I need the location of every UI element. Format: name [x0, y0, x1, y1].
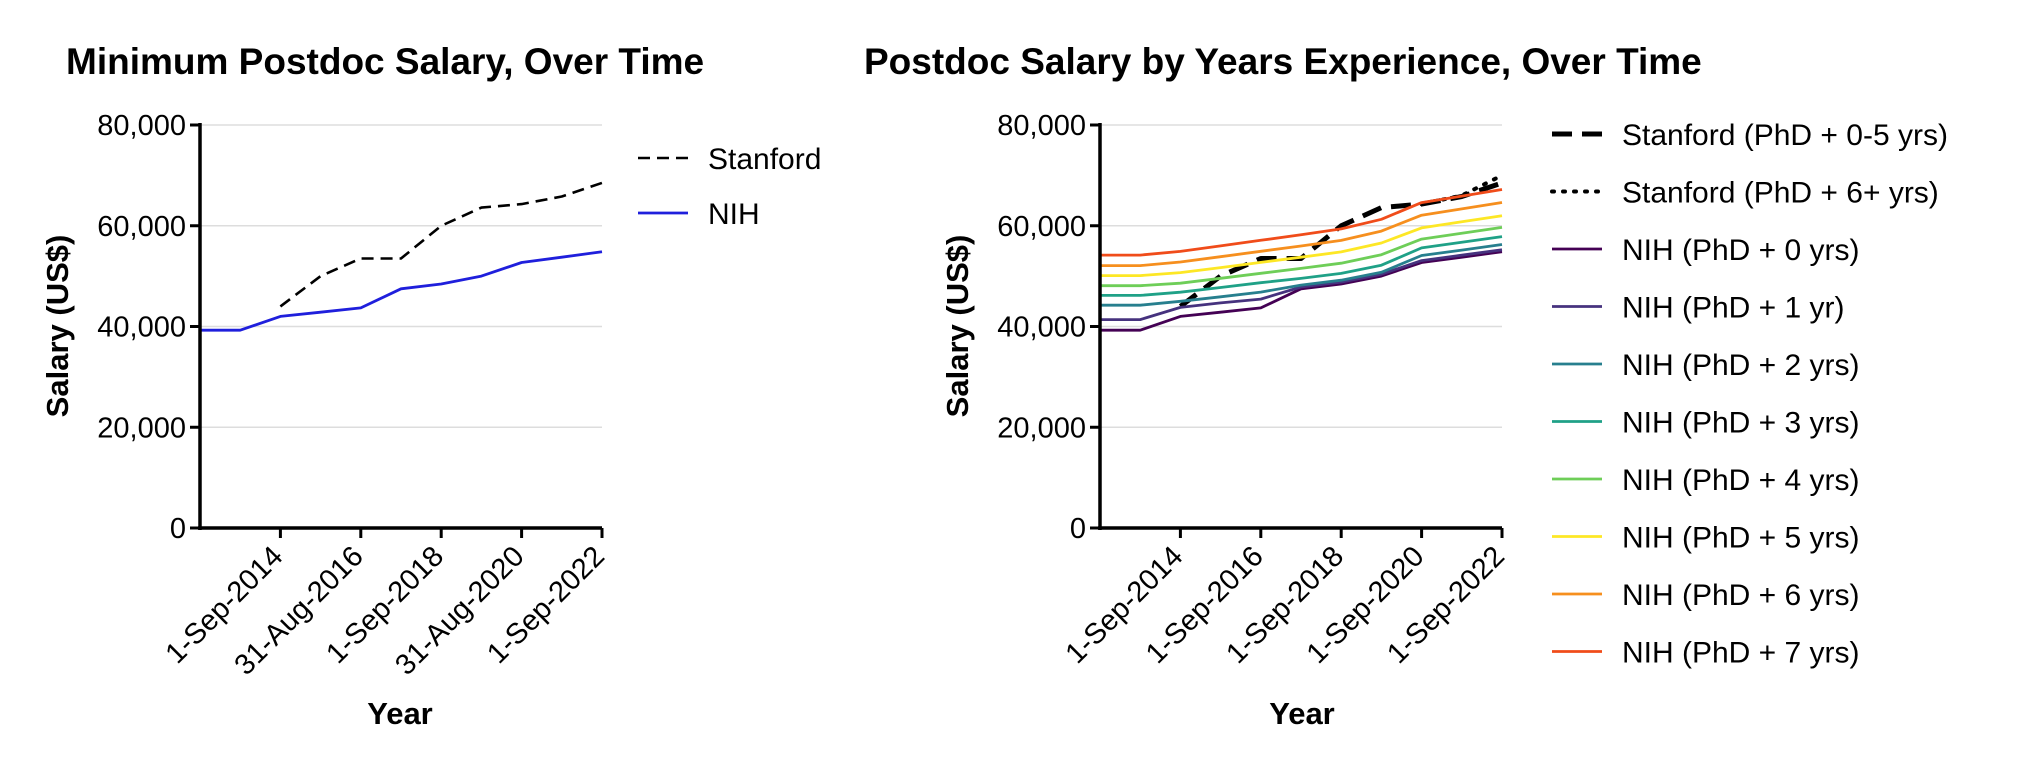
chart1-ylabel: Salary (US$)	[40, 235, 75, 418]
chart2-ytick-label: 60,000	[997, 211, 1086, 243]
chart1-ytick-label: 80,000	[97, 110, 186, 142]
chart2-legend-label-4: NIH (PhD + 2 yrs)	[1622, 349, 1860, 382]
chart1-ytick-label: 20,000	[97, 412, 186, 444]
chart1-xlabel: Year	[367, 696, 433, 731]
chart2-plot: 0 20,000 40,000 60,000 80,000 Stanford (PhD +…	[997, 110, 1948, 670]
chart2-ytick-label: 20,000	[997, 412, 1086, 444]
chart2-series-line-2	[1100, 250, 1503, 332]
chart2-legend-label-9: NIH (PhD + 7 yrs)	[1622, 637, 1860, 670]
chart2-series-line-0	[1178, 180, 1503, 309]
chart2-legend-label-8: NIH (PhD + 6 yrs)	[1622, 579, 1860, 612]
chart2-xlabel: Year	[1269, 696, 1335, 731]
chart2-series-line-9	[1100, 188, 1503, 257]
chart2-ylabel: Salary (US$)	[940, 235, 975, 418]
chart1-series-line-0	[279, 181, 603, 308]
chart1-legend-label-1: NIH	[708, 198, 760, 231]
chart2-legend-label-1: Stanford (PhD + 6+ yrs)	[1622, 177, 1939, 210]
chart2-ytick-label: 40,000	[997, 312, 1086, 344]
chart2-legend-label-3: NIH (PhD + 1 yr)	[1622, 292, 1845, 325]
chart2-series-line-5	[1100, 235, 1503, 297]
chart1-plot: 020,00040,00060,00080,000StanfordNIH1-Se…	[97, 110, 821, 682]
chart1-ytick-label: 40,000	[97, 312, 186, 344]
chart2-series-line-7	[1100, 214, 1503, 277]
chart2-legend-label-0: Stanford (PhD + 0-5 yrs)	[1622, 119, 1948, 152]
chart-marks: 020,00040,00060,00080,000StanfordNIH1-Se…	[97, 110, 1948, 682]
chart2-legend-label-7: NIH (PhD + 5 yrs)	[1622, 522, 1860, 555]
chart2-legend-label-2: NIH (PhD + 0 yrs)	[1622, 234, 1860, 267]
chart1-series-line-1	[200, 250, 603, 332]
chart2-series-line-4	[1100, 243, 1503, 307]
chart2-ytick-label: 80,000	[997, 110, 1086, 142]
chart1-ytick-label: 60,000	[97, 211, 186, 243]
chart2-ytick-label: 0	[1070, 513, 1086, 545]
chart2-series-line-3	[1100, 248, 1503, 321]
chart2-legend-label-5: NIH (PhD + 3 yrs)	[1622, 407, 1860, 440]
chart2-series-line-6	[1100, 226, 1503, 288]
chart1-title: Minimum Postdoc Salary, Over Time	[66, 41, 704, 82]
chart2-legend-label-6: NIH (PhD + 4 yrs)	[1622, 464, 1860, 497]
chart1-ytick-label: 0	[170, 513, 186, 545]
chart2-series-line-8	[1100, 201, 1503, 267]
chart1-legend-label-0: Stanford	[708, 143, 821, 176]
chart2-title: Postdoc Salary by Years Experience, Over…	[864, 41, 1702, 82]
